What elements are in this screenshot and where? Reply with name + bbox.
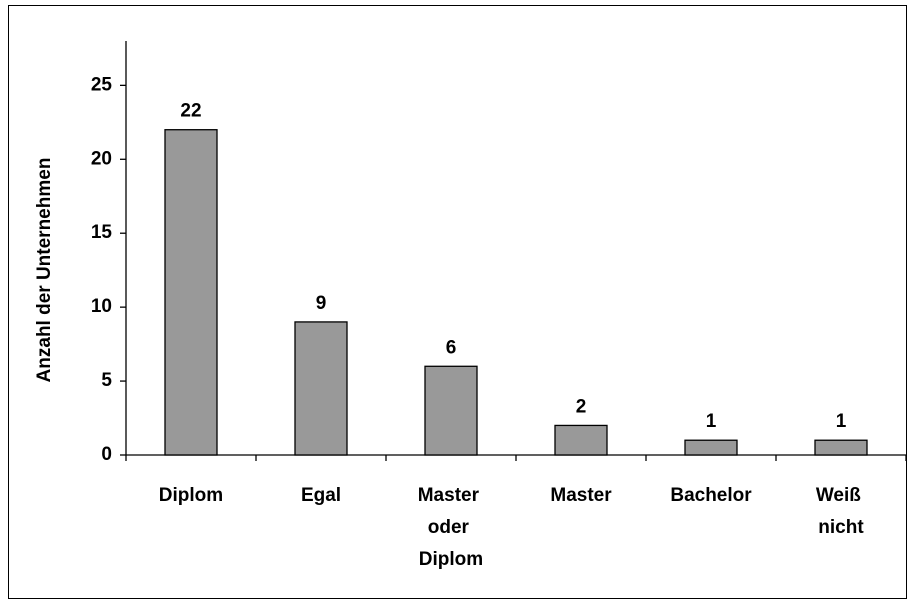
bar [294,321,348,456]
bar [164,129,218,456]
bar [424,365,478,456]
y-axis-label: Anzahl der Unternehmen [34,158,55,383]
y-tick-label: 25 [91,74,113,95]
y-tick-label: 5 [101,370,112,391]
x-tick-label: Master [550,485,612,506]
data-label: 22 [180,101,201,122]
bar [684,439,738,456]
data-label: 1 [836,411,847,432]
data-label: 6 [446,337,457,358]
x-tick-label: Diplom [159,485,223,506]
y-tick-label: 10 [91,296,112,317]
chart-frame [8,5,907,599]
data-label: 2 [576,396,587,417]
y-tick-label: 15 [91,222,113,243]
x-tick-label: Bachelor [670,485,752,506]
data-label: 9 [316,293,327,314]
y-tick-label: 20 [91,148,112,169]
x-tick-label: Master oder Diplom [418,485,485,570]
bar [814,439,868,456]
x-tick-label: Egal [301,485,341,506]
bar [554,424,608,456]
y-tick-label: 0 [101,444,112,465]
data-label: 1 [706,411,717,432]
x-tick-label: Weiß nicht [816,485,866,538]
